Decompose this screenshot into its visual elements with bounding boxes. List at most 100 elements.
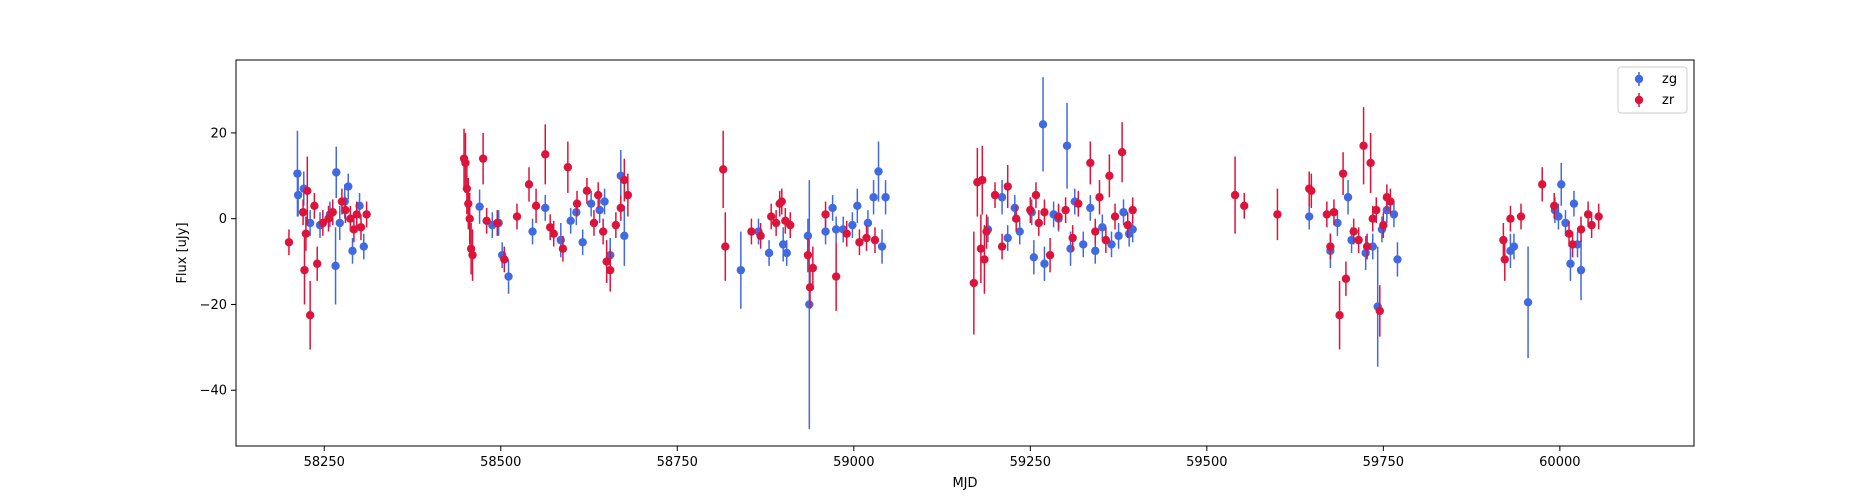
data-point-zr [324,214,333,223]
data-point-zr [1568,240,1577,249]
legend-label-zg: zg [1662,72,1677,87]
data-point-zg [348,246,357,256]
data-point-zr [771,218,781,228]
data-point-zg [863,218,873,228]
data-point-zg [620,231,629,241]
data-point-zr [855,238,864,247]
legend-marker-zg [1634,74,1644,84]
x-tick-label: 59250 [1010,455,1051,470]
data-point-zr [1386,197,1395,206]
data-point-zr [1040,208,1049,217]
data-point-zr [545,223,555,232]
data-point-zr [786,220,795,230]
y-axis-label: Flux [uJy] [175,222,190,283]
data-point-zr [1516,212,1526,221]
data-point-zr [589,218,599,228]
data-point-zr [531,201,541,211]
x-tick-label: 58750 [657,455,698,470]
data-point-zg [1389,210,1399,219]
data-point-zr [611,220,621,230]
data-point-zr [623,190,633,200]
data-point-zg [1086,203,1095,213]
data-point-zr [303,186,312,196]
data-point-zr [1003,182,1012,191]
data-point-zg [331,261,340,271]
data-point-zr [1045,250,1055,260]
data-point-zg [1343,193,1353,202]
data-point-zg [877,242,887,251]
data-point-zg [586,199,596,208]
data-point-zg [831,225,841,234]
data-point-zg [359,242,368,251]
data-point-zr [1329,208,1339,217]
data-point-zr [777,197,786,206]
data-point-zr [1576,225,1586,234]
data-point-zr [582,186,592,196]
data-point-zg [600,197,609,206]
data-point-zr [1564,229,1574,238]
data-point-zr [572,199,582,208]
data-point-zr [1338,169,1348,178]
legend: zg zr [1617,66,1688,114]
data-point-zg [556,235,565,245]
data-point-zg [344,182,353,191]
data-point-zr [558,244,568,253]
data-point-zr [1335,310,1344,320]
data-point-zr [1499,235,1508,245]
x-tick-label: 58500 [480,455,521,470]
data-point-zg [1091,246,1100,256]
data-point-zr [1368,214,1377,223]
data-point-zr [747,227,756,236]
data-point-zr [310,201,319,211]
data-point-zr [862,233,871,243]
data-point-zr [298,208,308,217]
data-point-zr [1011,214,1021,223]
data-point-zg [1040,259,1049,268]
data-point-zg [1098,223,1107,232]
data-point-zg [1119,208,1128,217]
data-point-zr [842,229,851,238]
data-point-zg [1333,218,1342,228]
data-point-zr [1095,193,1104,202]
data-point-zg [1066,244,1075,253]
data-point-zr [346,214,355,223]
data-point-zg [1029,253,1039,262]
data-point-zg [764,248,774,258]
data-point-zg [475,202,484,211]
data-point-zr [524,180,534,189]
data-point-zg [1509,242,1519,251]
y-tick-label: −40 [200,384,227,399]
data-point-zr [1372,205,1381,215]
data-point-zg [997,193,1007,202]
data-point-zg [1062,141,1072,150]
data-point-zr [541,150,550,159]
data-point-zr [512,212,522,221]
data-point-zr [598,227,608,236]
data-point-zr [976,244,986,253]
data-point-zr [997,242,1007,251]
data-point-zr [300,265,309,275]
data-point-zr [1128,205,1137,215]
data-point-zg [853,201,862,211]
y-tick-label: 0 [219,212,227,227]
x-tick-label: 59750 [1363,455,1404,470]
data-point-zr [1506,214,1515,223]
data-point-zr [1550,201,1559,211]
data-point-zr [1583,210,1593,219]
data-point-zr [284,238,294,247]
data-point-zr [1341,274,1351,283]
data-point-zr [870,235,880,245]
data-point-zr [1349,227,1358,236]
data-point-zr [356,223,366,232]
data-point-zg [528,227,537,236]
data-point-zr [766,212,776,221]
data-point-zr [500,255,509,264]
data-point-zr [1091,227,1100,236]
data-point-zr [1123,220,1132,230]
x-tick-label: 59500 [1186,455,1227,470]
data-point-zr [1594,212,1603,221]
data-point-zr [1500,255,1509,264]
x-tick-label: 60000 [1539,455,1580,470]
data-point-zg [828,203,837,213]
